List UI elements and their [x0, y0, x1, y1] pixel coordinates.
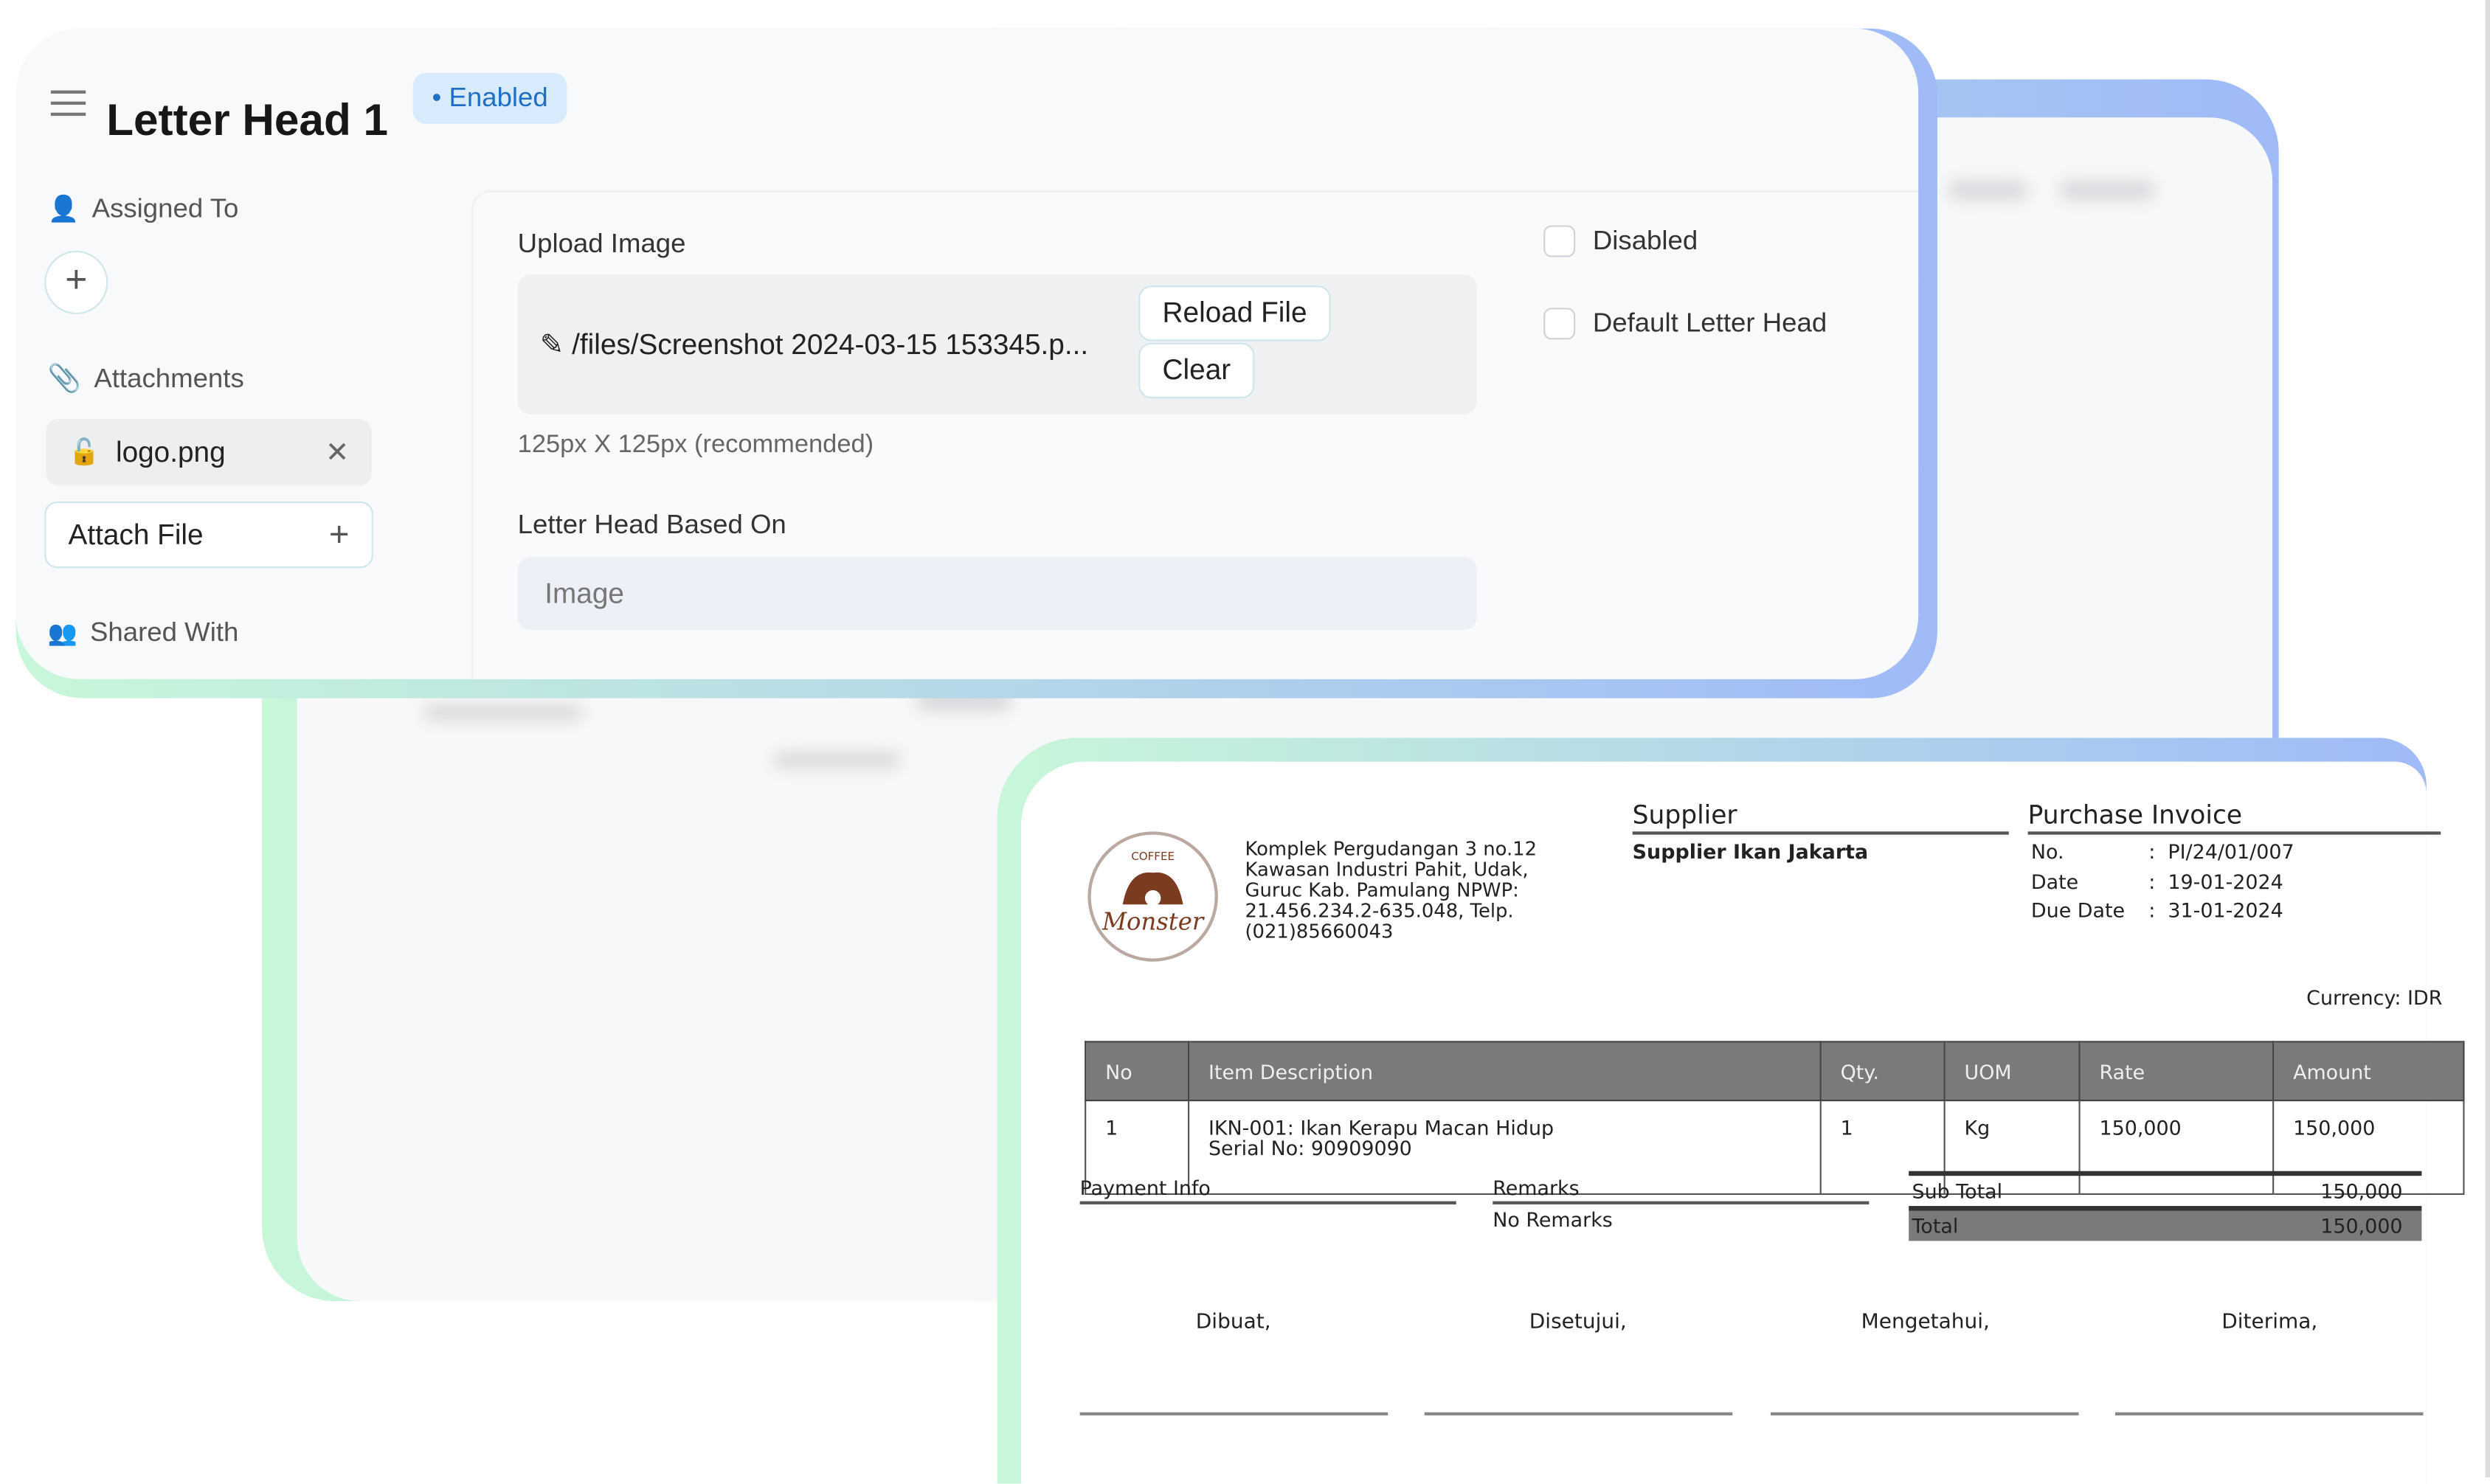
address-line: Kawasan Industri Pahit, Udak,: [1245, 858, 1529, 881]
disabled-checkbox[interactable]: [1543, 225, 1576, 257]
users-icon: 👥: [47, 620, 77, 648]
attachments-label: 📎 Attachments: [48, 364, 244, 395]
column-header: Qty.: [1819, 1041, 1946, 1102]
signature-line: [1424, 1412, 1733, 1416]
signature-label: Mengetahui,: [1861, 1311, 1990, 1335]
attach-file-label: Attach File: [68, 518, 204, 550]
unlock-icon: 🔓: [68, 439, 100, 467]
signature-label: Diterima,: [2221, 1311, 2318, 1335]
supplier-heading: Supplier: [1632, 800, 2009, 835]
upload-image-label: Upload Image: [517, 228, 686, 259]
meta-row: Due Date: 31-01-2024: [2031, 897, 2294, 926]
remove-attachment-icon[interactable]: ✕: [325, 435, 350, 468]
meta-label: Date: [2030, 868, 2079, 893]
address-line: (021)85660043: [1245, 920, 1394, 943]
cell-rate: 150,000: [2078, 1099, 2275, 1196]
attachment-item[interactable]: 🔓 logo.png ✕: [46, 418, 372, 486]
currency-label: Currency: IDR: [2306, 985, 2443, 1010]
assigned-to-text: Assigned To: [91, 193, 239, 224]
attach-file-button[interactable]: Attach File +: [44, 501, 373, 569]
meta-row: No.: PI/24/01/007: [2031, 838, 2294, 867]
letter-head-form-card: Letter Head 1 • Enabled 👤 Assigned To + 📎…: [15, 28, 1937, 698]
paperclip-icon: ✎: [539, 328, 564, 361]
plus-icon: +: [328, 514, 350, 554]
invoice-preview: Monster COFFEE Komplek Pergudangan 3 no.1…: [997, 738, 2465, 1484]
default-letter-head-label: Default Letter Head: [1592, 308, 1827, 339]
based-on-select[interactable]: Image: [517, 557, 1477, 631]
signature-line: [2114, 1412, 2424, 1416]
company-address: Komplek Pergudangan 3 no.12 Kawasan Indu…: [1245, 839, 1537, 943]
invoice-meta: No.: PI/24/01/007 Date: 19-01-2024 Due D…: [2031, 838, 2294, 926]
table-row: 1 IKN-001: Ikan Kerapu Macan Hidup Serial…: [1085, 1099, 2465, 1196]
remarks-heading: Remarks: [1493, 1176, 1870, 1204]
meta-row: Date: 19-01-2024: [2031, 867, 2294, 897]
subtotal-value: 150,000: [2320, 1179, 2403, 1203]
file-path-text: /files/Screenshot 2024-03-15 153345.p...: [572, 328, 1089, 361]
column-header: UOM: [1943, 1041, 2081, 1102]
totals-box: Sub Total 150,000 Total 150,000: [1909, 1171, 2422, 1241]
column-header: Rate: [2078, 1041, 2275, 1102]
column-header: Amount: [2272, 1041, 2465, 1102]
column-header: No: [1085, 1041, 1190, 1102]
clear-button[interactable]: Clear: [1138, 342, 1255, 399]
cell-description: IKN-001: Ikan Kerapu Macan Hidup Serial N…: [1187, 1099, 1822, 1196]
cell-uom: Kg: [1943, 1099, 2081, 1196]
reload-file-button[interactable]: Reload File: [1138, 285, 1331, 341]
signature-line: [1079, 1412, 1388, 1416]
total-label: Total: [1912, 1213, 1959, 1238]
column-header: Item Description: [1187, 1041, 1822, 1102]
based-on-label: Letter Head Based On: [517, 509, 786, 540]
meta-value: 31-01-2024: [2168, 898, 2283, 922]
address-line: Komplek Pergudangan 3 no.12: [1245, 837, 1538, 861]
subtotal-row: Sub Total 150,000: [1909, 1176, 2422, 1211]
total-value: 150,000: [2320, 1213, 2403, 1238]
file-path[interactable]: ✎ /files/Screenshot 2024-03-15 153345.p.…: [540, 328, 1088, 361]
company-logo: Monster COFFEE: [1087, 831, 1218, 962]
meta-value: PI/24/01/007: [2168, 839, 2294, 864]
meta-value: 19-01-2024: [2168, 868, 2283, 893]
cell-qty: 1: [1819, 1099, 1946, 1196]
disabled-label: Disabled: [1592, 225, 1698, 256]
page-edge: [2485, 0, 2490, 1477]
attachment-name[interactable]: logo.png: [115, 435, 226, 468]
address-line: Guruc Kab. Pamulang NPWP:: [1245, 878, 1519, 901]
page-title: Letter Head 1: [106, 95, 389, 145]
signature-label: Dibuat,: [1195, 1311, 1271, 1335]
signature-line: [1770, 1412, 2079, 1416]
meta-label: Due Date: [2030, 898, 2126, 922]
items-table: No Item Description Qty. UOM Rate Amount…: [1085, 1041, 2465, 1196]
signature-label: Disetujui,: [1529, 1311, 1627, 1335]
meta-label: No.: [2030, 839, 2064, 864]
paperclip-icon: 📎: [47, 363, 82, 394]
item-name: IKN-001: Ikan Kerapu Macan Hidup: [1208, 1115, 1554, 1140]
user-plus-icon: 👤: [47, 196, 80, 224]
attachments-text: Attachments: [94, 363, 244, 394]
status-badge: • Enabled: [412, 72, 567, 124]
svg-text:COFFEE: COFFEE: [1131, 850, 1175, 863]
item-serial: Serial No: 90909090: [1208, 1136, 1412, 1160]
table-header-row: No Item Description Qty. UOM Rate Amount: [1085, 1041, 2465, 1102]
shared-with-label: 👥 Shared With: [48, 617, 239, 649]
menu-icon[interactable]: [50, 86, 86, 124]
shared-with-text: Shared With: [90, 617, 239, 648]
invoice-heading: Purchase Invoice: [2027, 800, 2441, 835]
cell-no: 1: [1085, 1099, 1190, 1196]
status-text: Enabled: [449, 82, 548, 113]
cell-amount: 150,000: [2272, 1099, 2465, 1196]
svg-text:Monster: Monster: [1102, 908, 1206, 936]
subtotal-label: Sub Total: [1912, 1179, 2003, 1203]
total-row: Total 150,000: [1909, 1210, 2422, 1241]
address-line: 21.456.234.2-635.048, Telp.: [1245, 899, 1514, 922]
upload-hint: 125px X 125px (recommended): [517, 431, 874, 459]
supplier-name: Supplier Ikan Jakarta: [1632, 839, 1869, 864]
remarks-text: No Remarks: [1493, 1207, 1613, 1232]
default-letter-head-checkbox[interactable]: [1543, 308, 1576, 340]
assigned-to-label: 👤 Assigned To: [48, 193, 239, 225]
payment-info-heading: Payment Info: [1079, 1176, 1456, 1204]
add-assignee-button[interactable]: +: [44, 250, 108, 314]
